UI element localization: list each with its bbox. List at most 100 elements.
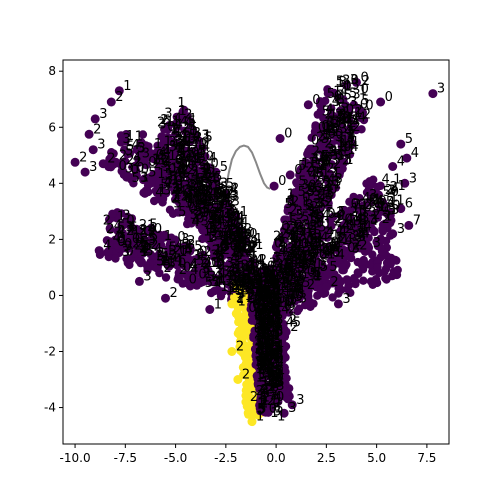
cloud-point-label: 5 [185,197,193,212]
cloud-point-label: 2 [352,238,360,253]
point-label: 3 [89,160,97,175]
cloud-point-label: 0 [365,99,373,114]
point-label: 2 [236,340,244,355]
point-label: 3 [437,82,445,97]
cloud-point [365,260,374,269]
point-label: 0 [278,174,286,189]
cloud-point [373,263,382,272]
cloud-point-label: 5 [322,149,330,164]
cloud-point-label: 4 [346,212,354,227]
point-label: 2 [170,286,178,301]
point-label: 3 [397,222,405,237]
cloud-point-label: 3 [253,266,261,281]
cloud-point-label: 1 [372,194,380,209]
cloud-point [125,260,134,270]
cloud-point-label: 5 [286,270,294,285]
cloud-point [393,265,402,275]
point-label: 2 [330,275,338,290]
cloud-point-label: 1 [345,153,353,168]
x-tick-label: -7.5 [114,451,137,465]
cloud-point-label: 3 [201,206,209,221]
point-label: 0 [361,70,369,85]
cloud-point-label: 3 [226,281,234,296]
point-label: 5 [405,132,413,147]
point-label: 6 [405,197,413,212]
cloud-point-label: 0 [272,396,280,411]
cloud-point-label: 3 [142,147,150,162]
cloud-point [359,276,368,285]
cloud-point-label: 4 [214,214,222,229]
x-tick-label: 0.0 [267,451,286,465]
cloud-point-label: 3 [370,213,378,228]
cloud-point-label: 5 [150,229,158,244]
cloud-point-label: 2 [119,148,127,163]
x-tick-label: 7.5 [417,451,436,465]
point-label: 1 [123,79,131,94]
cloud-point-label: 4 [128,220,136,235]
y-tick-label: 4 [48,176,56,190]
cloud-point-label: 3 [163,183,171,198]
cloud-point [385,258,394,267]
cloud-point-label: 5 [344,89,352,104]
x-tick-label: -2.5 [214,451,237,465]
cloud-point-label: 4 [323,246,331,261]
y-tick-label: -4 [44,401,56,415]
point-label: 4 [397,155,405,170]
point-label: 7 [413,213,421,228]
point-label: 3 [143,269,151,284]
cloud-point [179,155,189,164]
cloud-point-label: 2 [200,256,208,271]
cloud-point [381,274,390,283]
point-label: 4 [103,239,111,254]
x-tick-label: -10.0 [60,451,91,465]
point-label: 5 [220,160,228,175]
point-label: 2 [244,227,252,242]
point-label: 2 [115,90,123,105]
point-label: 2 [250,390,258,405]
cloud-point-label: 5 [266,317,274,332]
cloud-point [234,326,244,336]
cloud-point-label: 1 [179,104,187,119]
cloud-point-label: 4 [174,141,182,156]
y-tick-label: 8 [48,64,56,78]
cloud-point-label: 5 [132,171,140,186]
cloud-point-label: 3 [322,128,330,143]
point-label: 3 [99,107,107,122]
cloud-point-label: 1 [200,184,208,199]
cloud-point-label: 1 [359,84,367,99]
point-label: 1 [214,298,222,313]
point-label: 0 [312,93,320,108]
point-label: 0 [294,163,302,178]
cloud-point-label: 1 [333,84,341,99]
cloud-point-label: 5 [181,238,189,253]
cloud-point-label: 3 [301,178,309,193]
point-label: 2 [79,150,87,165]
cloud-point [338,262,347,272]
cloud-point-label: 5 [324,192,332,207]
point-label: 3 [373,236,381,251]
cloud-point-label: 5 [148,165,156,180]
cloud-point-label: 1 [126,129,134,144]
point-label: 2 [290,320,298,335]
cloud-point-label: 1 [210,256,218,271]
point-label: 3 [409,171,417,186]
cloud-point-label: 3 [209,230,217,245]
cloud-point-label: 3 [164,107,172,122]
point-label: 0 [385,90,393,105]
point-label: 2 [240,272,248,287]
y-tick-label: 6 [48,120,56,134]
y-tick-label: 0 [48,288,56,302]
cloud-point-label: 1 [120,234,128,249]
point-label: 4 [196,146,204,161]
cloud-point-label: 5 [263,332,271,347]
point-label: 2 [107,152,115,167]
cloud-point-label: 2 [171,122,179,137]
cloud-point-label: 5 [163,160,171,175]
cloud-point [371,275,381,284]
cloud-point-label: 2 [312,174,320,189]
cloud-point [111,254,120,263]
cloud-point-label: 1 [185,132,193,147]
point-label: 4 [411,146,419,161]
cloud-point-label: 2 [268,298,276,313]
